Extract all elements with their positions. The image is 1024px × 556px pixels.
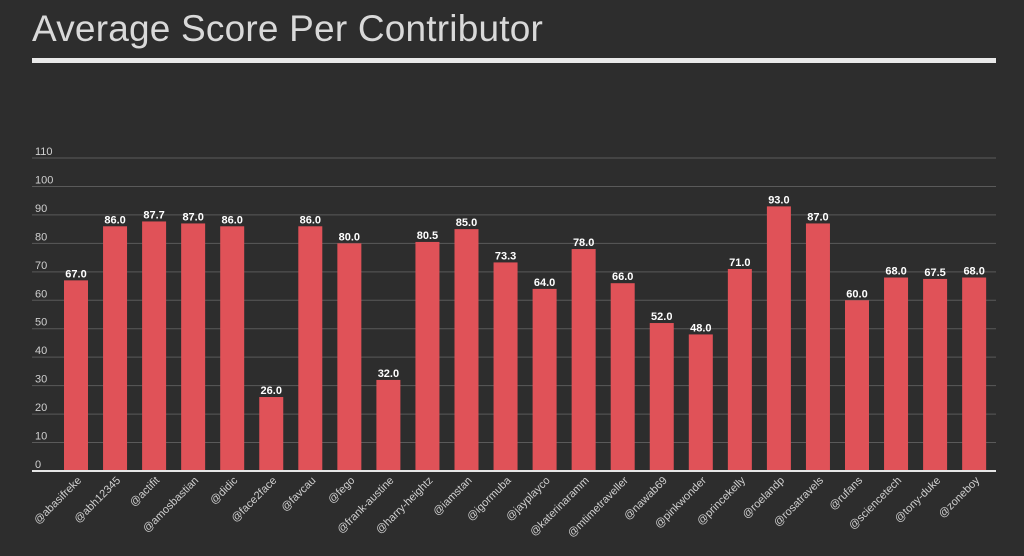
- data-label: 86.0: [104, 214, 125, 226]
- data-label: 64.0: [534, 277, 555, 289]
- y-tick-label: 110: [35, 146, 53, 158]
- bar: [962, 277, 987, 471]
- y-tick-label: 80: [35, 231, 47, 243]
- bar: [923, 278, 948, 471]
- bar: [181, 223, 206, 471]
- y-tick-label: 0: [35, 459, 41, 471]
- bar: [688, 334, 713, 471]
- chart-title: Average Score Per Contributor: [32, 8, 544, 49]
- data-label: 60.0: [846, 288, 867, 300]
- data-label: 48.0: [690, 322, 711, 334]
- data-label: 71.0: [729, 257, 750, 269]
- bar: [103, 226, 128, 471]
- bar: [610, 283, 635, 471]
- data-label: 85.0: [456, 217, 477, 229]
- bar: [415, 241, 440, 471]
- bar: [571, 249, 596, 471]
- y-tick-label: 70: [35, 260, 47, 272]
- y-tick-label: 100: [35, 174, 53, 186]
- data-label: 73.3: [495, 250, 516, 262]
- y-tick-label: 60: [35, 288, 47, 300]
- data-label: 32.0: [378, 368, 399, 380]
- bar: [845, 300, 869, 471]
- bar: [766, 206, 791, 471]
- bar: [884, 277, 909, 471]
- x-tick-label: @actifit: [128, 475, 163, 510]
- data-label: 80.0: [339, 231, 360, 243]
- y-tick-label: 20: [35, 402, 47, 414]
- y-tick-label: 30: [35, 374, 47, 386]
- x-tick-label: @zoneboy: [936, 474, 982, 520]
- data-label: 52.0: [651, 311, 672, 323]
- bar: [493, 262, 518, 471]
- x-tick-label: @fego: [326, 475, 358, 507]
- bar: [727, 268, 752, 471]
- y-tick-label: 10: [35, 431, 47, 443]
- bar: [259, 397, 284, 471]
- data-label: 66.0: [612, 271, 633, 283]
- bar: [649, 323, 674, 471]
- bar: [454, 229, 479, 471]
- data-label: 68.0: [963, 266, 984, 278]
- data-label: 87.0: [182, 211, 203, 223]
- data-label: 87.0: [807, 211, 828, 223]
- bar: [337, 243, 362, 471]
- bar: [376, 379, 401, 471]
- x-tick-label: @rufans: [827, 474, 865, 512]
- bar: [532, 288, 557, 471]
- data-label: 86.0: [221, 214, 242, 226]
- title-underline: [32, 58, 996, 63]
- bar: [142, 221, 167, 471]
- data-label: 67.5: [924, 267, 945, 279]
- data-label: 78.0: [573, 237, 594, 249]
- bar: [64, 280, 88, 471]
- bar: [220, 226, 245, 471]
- x-tick-label: @favcau: [279, 475, 318, 514]
- x-tick-label: @didic: [208, 474, 241, 507]
- data-label: 93.0: [768, 194, 789, 206]
- data-label: 67.0: [65, 268, 86, 280]
- data-label: 87.7: [143, 209, 164, 221]
- data-label: 86.0: [300, 214, 321, 226]
- data-label: 68.0: [885, 266, 906, 278]
- data-label: 80.5: [417, 230, 438, 242]
- y-tick-label: 50: [35, 317, 47, 329]
- bar: [805, 223, 830, 471]
- bar: [298, 226, 323, 471]
- y-tick-label: 90: [35, 203, 47, 215]
- y-tick-label: 40: [35, 345, 47, 357]
- data-label: 26.0: [261, 385, 282, 397]
